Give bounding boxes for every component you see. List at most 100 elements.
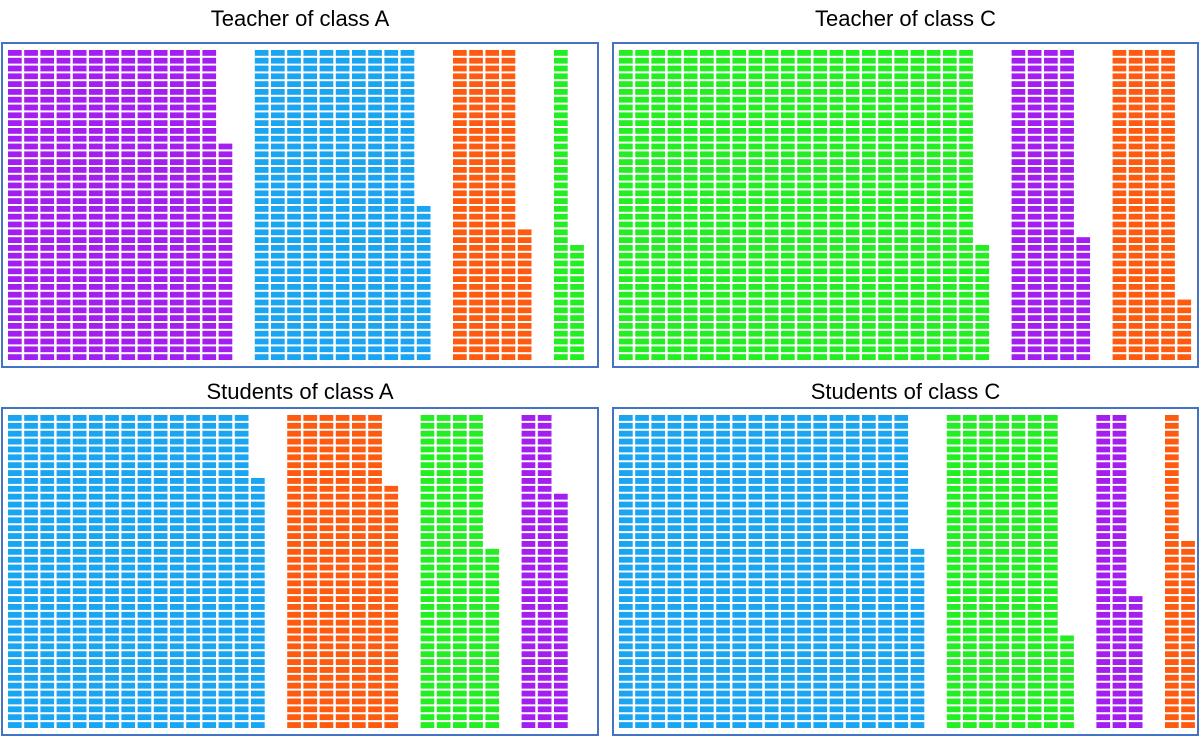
waffle-cell <box>218 174 233 181</box>
waffle-cell <box>469 501 483 508</box>
waffle-cell <box>303 284 318 290</box>
waffle-cell <box>218 260 233 267</box>
waffle-cell <box>352 454 366 461</box>
waffle-cell <box>254 237 269 243</box>
waffle-cell <box>651 446 666 453</box>
waffle-cell <box>910 213 925 220</box>
waffle-cell <box>797 276 811 282</box>
waffle-cell <box>781 268 795 275</box>
waffle-cell <box>1044 104 1058 111</box>
waffle-cell <box>845 112 860 119</box>
waffle-cell <box>121 89 136 95</box>
waffle-cell <box>946 493 961 500</box>
waffle-cell <box>700 604 714 610</box>
waffle-cell <box>56 556 71 563</box>
waffle-cell <box>420 698 435 705</box>
waffle-cell <box>105 65 119 72</box>
waffle-cell <box>943 159 957 165</box>
waffle-cell <box>137 422 152 429</box>
waffle-cell <box>368 454 382 461</box>
waffle-cell <box>1076 346 1091 353</box>
waffle-cell <box>485 174 500 181</box>
waffle-cell <box>1112 706 1127 713</box>
waffle-cell <box>1112 462 1127 469</box>
waffle-cell <box>384 493 399 500</box>
waffle-cell <box>963 667 977 673</box>
waffle-cell <box>24 667 38 673</box>
waffle-cell <box>251 627 265 634</box>
waffle-cell <box>1165 659 1179 665</box>
waffle-cell <box>797 190 811 197</box>
waffle-cell <box>963 651 977 658</box>
waffle-cell <box>667 112 682 119</box>
waffle-cell <box>748 572 763 579</box>
waffle-cell <box>89 252 103 259</box>
waffle-cell <box>501 159 516 165</box>
waffle-cell <box>651 454 666 461</box>
waffle-cell <box>926 104 941 111</box>
waffle-cell <box>667 611 682 618</box>
waffle-cell <box>40 454 55 461</box>
waffle-cell <box>352 438 366 445</box>
waffle-cell <box>453 525 467 532</box>
waffle-cell <box>416 323 431 329</box>
waffle-cell <box>1145 237 1159 243</box>
waffle-cell <box>683 438 698 445</box>
waffle-cell <box>862 541 876 547</box>
waffle-cell <box>667 659 682 665</box>
waffle-cell <box>829 706 844 713</box>
waffle-cell <box>764 533 779 539</box>
waffle-cell <box>335 213 350 220</box>
waffle-cell <box>910 580 925 587</box>
waffle-cell <box>570 291 584 298</box>
waffle-cell <box>218 430 233 437</box>
waffle-cell <box>368 462 382 469</box>
waffle-cell <box>153 206 168 212</box>
waffle-cell <box>894 237 909 243</box>
waffle-cell <box>335 143 350 150</box>
waffle-cell <box>813 221 828 228</box>
waffle-cell <box>748 588 763 595</box>
waffle-cell <box>105 182 119 189</box>
waffle-cell <box>748 690 763 697</box>
waffle-cell <box>878 284 892 290</box>
waffle-cell <box>813 338 828 345</box>
waffle-cell <box>667 143 682 150</box>
waffle-cell <box>1128 682 1143 689</box>
waffle-cell <box>56 493 71 500</box>
waffle-cell <box>335 276 350 282</box>
waffle-cell <box>56 268 71 275</box>
waffle-cell <box>619 338 633 345</box>
waffle-cell <box>137 330 152 337</box>
waffle-cell <box>1044 478 1058 484</box>
waffle-cell <box>368 89 382 95</box>
waffle-cell <box>829 690 844 697</box>
waffle-cell <box>352 722 366 728</box>
waffle-cell <box>1145 276 1159 282</box>
waffle-cell <box>732 182 747 189</box>
waffle-cell <box>105 588 119 595</box>
waffle-cell <box>271 135 285 142</box>
waffle-cell <box>667 438 682 445</box>
waffle-cell <box>137 643 152 650</box>
waffle-cell <box>862 276 876 282</box>
waffle-cell <box>1161 338 1175 345</box>
waffle-cell <box>797 229 811 236</box>
waffle-cell <box>234 517 249 524</box>
waffle-cell <box>894 346 909 353</box>
waffle-cell <box>845 541 860 547</box>
waffle-cell <box>251 659 265 665</box>
waffle-cell <box>878 548 892 555</box>
waffle-cell <box>218 517 233 524</box>
waffle-cell <box>979 517 993 524</box>
waffle-cell <box>1044 422 1058 429</box>
waffle-cell <box>218 354 233 360</box>
waffle-cell <box>995 485 1010 492</box>
waffle-cell <box>186 57 200 64</box>
waffle-cell <box>1011 284 1026 290</box>
waffle-cell <box>829 698 844 705</box>
waffle-cell <box>619 73 633 80</box>
waffle-cell <box>485 128 500 134</box>
waffle-cell <box>619 135 633 142</box>
waffle-cell <box>797 291 811 298</box>
